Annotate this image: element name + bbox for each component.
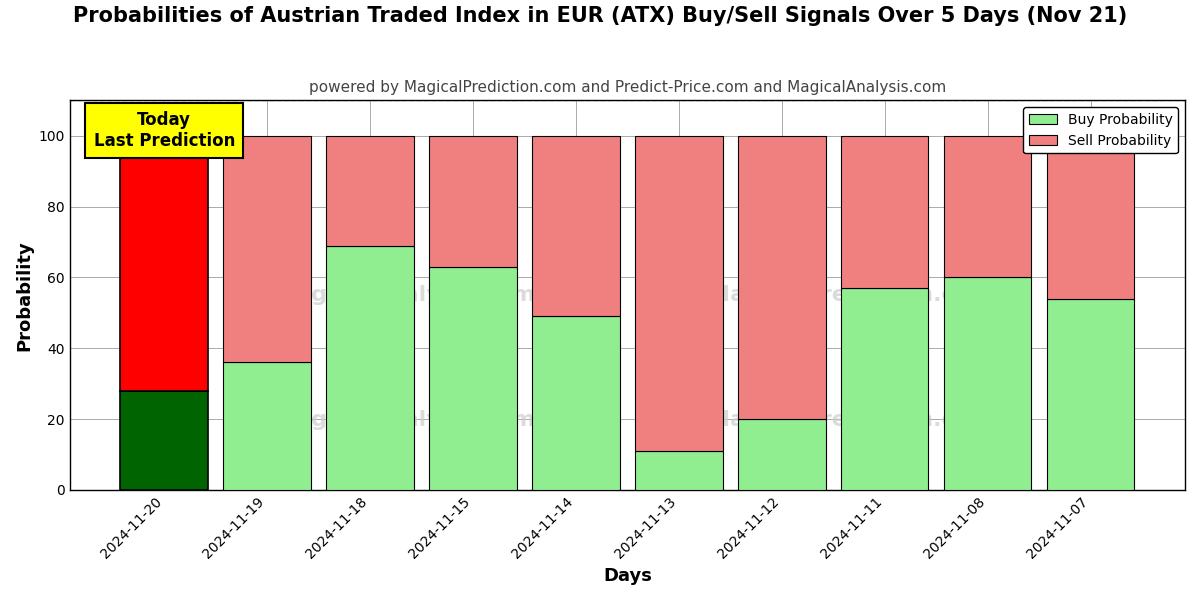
- Bar: [326, 136, 414, 245]
- Bar: [532, 136, 619, 316]
- Bar: [635, 451, 722, 490]
- Title: powered by MagicalPrediction.com and Predict-Price.com and MagicalAnalysis.com: powered by MagicalPrediction.com and Pre…: [308, 80, 946, 95]
- Bar: [841, 288, 929, 490]
- Bar: [430, 136, 517, 267]
- Bar: [223, 136, 311, 362]
- Bar: [841, 136, 929, 288]
- Text: MagicalAnalysis.com: MagicalAnalysis.com: [274, 285, 535, 305]
- Bar: [738, 419, 826, 490]
- Text: MagicalPrediction.com: MagicalPrediction.com: [708, 285, 994, 305]
- Text: Today
Last Prediction: Today Last Prediction: [94, 111, 235, 150]
- Bar: [1046, 136, 1134, 299]
- Bar: [532, 316, 619, 490]
- Bar: [223, 362, 311, 490]
- Bar: [120, 391, 208, 490]
- Text: MagicalAnalysis.com: MagicalAnalysis.com: [274, 410, 535, 430]
- Bar: [326, 245, 414, 490]
- Text: MagicalPrediction.com: MagicalPrediction.com: [708, 410, 994, 430]
- Bar: [635, 136, 722, 451]
- Bar: [430, 267, 517, 490]
- Legend: Buy Probability, Sell Probability: Buy Probability, Sell Probability: [1024, 107, 1178, 154]
- Text: Probabilities of Austrian Traded Index in EUR (ATX) Buy/Sell Signals Over 5 Days: Probabilities of Austrian Traded Index i…: [73, 6, 1127, 26]
- Bar: [944, 277, 1031, 490]
- Bar: [738, 136, 826, 419]
- X-axis label: Days: Days: [602, 567, 652, 585]
- Bar: [1046, 299, 1134, 490]
- Y-axis label: Probability: Probability: [14, 240, 34, 350]
- Bar: [944, 136, 1031, 277]
- Bar: [120, 136, 208, 391]
